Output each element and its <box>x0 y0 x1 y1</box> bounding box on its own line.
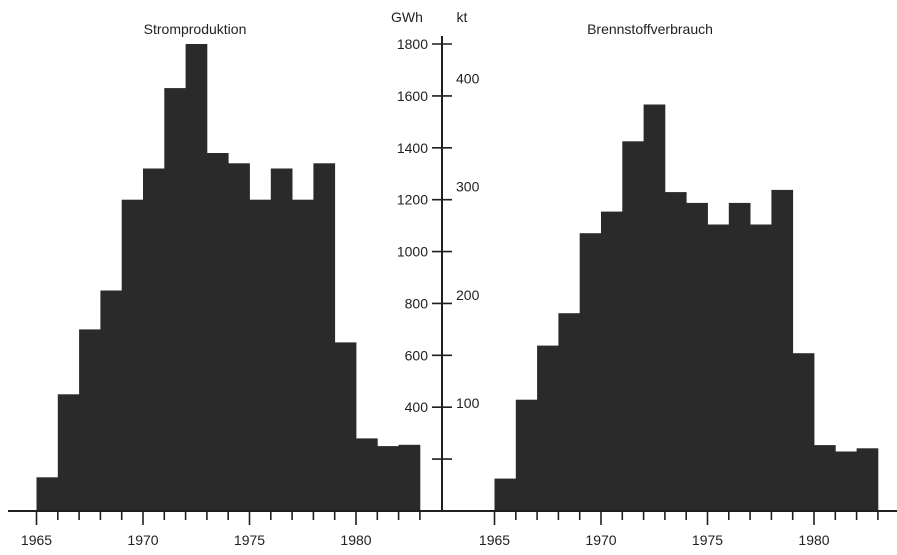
left-x-tick-label-1965: 1965 <box>21 532 52 548</box>
stromproduktion-bar-1971 <box>164 88 186 511</box>
brennstoffverbrauch-bar-1980 <box>814 445 836 511</box>
stromproduktion-bar-1975 <box>249 199 272 511</box>
brennstoffverbrauch-bar-1969 <box>579 233 602 511</box>
gwh-tick-label-1600: 1600 <box>397 88 428 104</box>
left-chart-title: Stromproduktion <box>144 21 247 37</box>
brennstoffverbrauch-bar-1966 <box>515 399 538 511</box>
brennstoffverbrauch-bar-1965 <box>494 478 517 511</box>
gwh-tick-label-1000: 1000 <box>397 244 428 260</box>
stromproduktion-bar-1982 <box>398 444 421 511</box>
gwh-tick-label-600: 600 <box>405 347 429 363</box>
brennstoffverbrauch-bar-1970 <box>601 211 623 511</box>
brennstoffverbrauch-bar-1968 <box>558 313 581 511</box>
gwh-tick-label-800: 800 <box>405 295 429 311</box>
right-chart-title: Brennstoffverbrauch <box>587 21 713 37</box>
stromproduktion-bar-1977 <box>292 199 314 511</box>
stromproduktion-bar-1970 <box>143 168 165 511</box>
stromproduktion-bar-1981 <box>377 446 399 511</box>
kt-tick-label-400: 400 <box>456 71 480 87</box>
stromproduktion-bar-1967 <box>79 329 101 511</box>
kt-tick-label-200: 200 <box>456 287 480 303</box>
stromproduktion-bars <box>36 44 421 512</box>
brennstoffverbrauch-bar-1972 <box>643 104 666 511</box>
brennstoffverbrauch-bar-1978 <box>771 189 794 511</box>
stromproduktion-bar-1974 <box>228 163 250 512</box>
gwh-tick-label-1400: 1400 <box>397 140 428 156</box>
stromproduktion-bar-1969 <box>121 199 144 511</box>
kt-tick-label-100: 100 <box>456 395 480 411</box>
stromproduktion-bar-1980 <box>356 438 378 511</box>
brennstoffverbrauch-bar-1975 <box>707 224 730 511</box>
brennstoffverbrauch-bar-1973 <box>664 192 687 511</box>
stromproduktion-bar-1973 <box>206 153 229 511</box>
gwh-tick-label-1200: 1200 <box>397 192 428 208</box>
stromproduktion-bar-1979 <box>334 342 357 511</box>
right-x-tick-label-1980: 1980 <box>798 532 829 548</box>
right-x-tick-label-1965: 1965 <box>479 532 510 548</box>
gwh-tick-label-1800: 1800 <box>397 36 428 52</box>
axes: 1965 1970 1975 1980 1965 1970 1975 1980 400 600 80… <box>8 36 897 548</box>
gwh-tick-label-400: 400 <box>405 399 429 415</box>
left-x-tick-label-1980: 1980 <box>340 532 371 548</box>
left-x-tick-label-1975: 1975 <box>234 532 265 548</box>
brennstoffverbrauch-bar-1967 <box>537 345 559 511</box>
right-x-tick-label-1975: 1975 <box>692 532 723 548</box>
left-x-tick-label-1970: 1970 <box>127 532 158 548</box>
kt-tick-label-300: 300 <box>456 179 480 195</box>
stromproduktion-bar-1978 <box>313 163 336 512</box>
brennstoffverbrauch-bar-1979 <box>792 353 815 511</box>
right-x-tick-label-1970: 1970 <box>585 532 616 548</box>
unit-label-kt: kt <box>457 9 468 25</box>
stromproduktion-bar-1968 <box>100 290 123 511</box>
brennstoffverbrauch-bar-1974 <box>686 202 708 511</box>
stromproduktion-bar-1966 <box>57 394 80 512</box>
brennstoffverbrauch-bar-1981 <box>835 451 857 511</box>
stromproduktion-bar-1976 <box>270 168 293 511</box>
brennstoffverbrauch-bar-1977 <box>750 224 772 511</box>
stromproduktion-bar-1965 <box>36 477 59 511</box>
brennstoffverbrauch-bar-1971 <box>622 141 644 512</box>
brennstoffverbrauch-bar-1982 <box>856 448 879 511</box>
stromproduktion-bar-1972 <box>185 44 208 511</box>
unit-label-gwh: GWh <box>391 9 423 25</box>
brennstoffverbrauch-bar-1976 <box>728 202 751 511</box>
brennstoffverbrauch-bars <box>494 104 879 512</box>
